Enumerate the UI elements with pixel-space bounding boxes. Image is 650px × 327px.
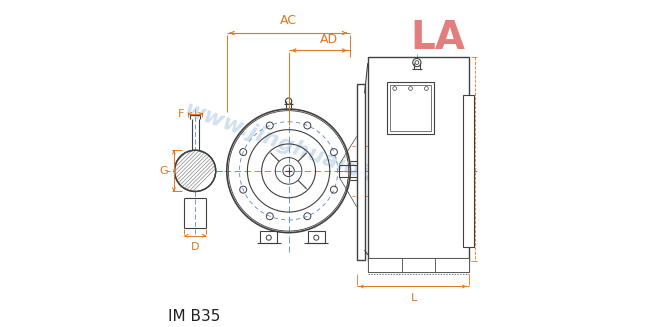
Circle shape [175,150,216,191]
Text: F: F [178,109,185,119]
Text: AD: AD [320,33,338,46]
Bar [368,258,402,272]
Bar [260,231,278,243]
Bar [463,95,474,247]
Text: I: I [346,179,349,189]
Text: L: L [411,293,417,303]
Text: LA: LA [410,19,465,57]
Bar [357,84,365,260]
Bar [368,258,469,272]
Bar [387,82,434,134]
Bar [402,258,436,272]
Circle shape [175,150,216,191]
Text: G: G [159,166,168,176]
Text: AC: AC [280,14,297,27]
Text: I: I [346,153,349,163]
Bar [436,258,469,272]
Text: D: D [191,242,200,252]
Text: IM B35: IM B35 [168,309,220,324]
Bar [390,85,431,131]
Bar [307,231,325,243]
Bar [368,57,469,261]
Text: www.jinghuaidianji.com: www.jinghuaidianji.com [181,99,469,220]
